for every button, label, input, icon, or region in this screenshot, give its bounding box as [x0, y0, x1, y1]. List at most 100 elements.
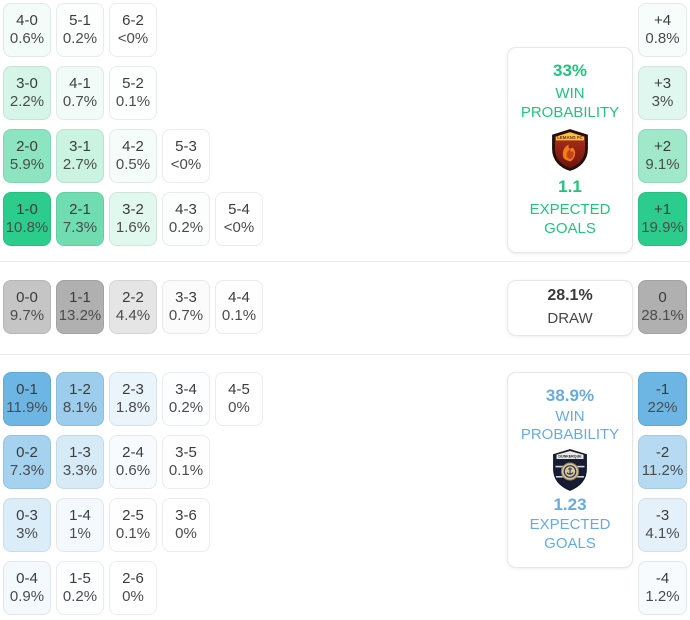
score-label: 4-2: [122, 137, 144, 155]
probability-label: 4.4%: [115, 307, 151, 324]
score-cell: 0-0 9.7%: [3, 280, 51, 334]
score-row: 0-3 3% 1-4 1% 2-5 0.1% 3-6 0%: [3, 498, 263, 552]
away-win-probability-value: 38.9%: [545, 386, 595, 405]
score-label: 1-1: [69, 288, 91, 306]
probability-label: 0.6%: [9, 30, 45, 47]
score-label: 1-0: [16, 200, 38, 218]
away-team-logo: DUNKERQUE: [551, 449, 589, 491]
score-cell: 1-4 1%: [56, 498, 104, 552]
score-cell: 5-3 <0%: [162, 129, 210, 183]
score-cell: +4 0.8%: [638, 3, 687, 57]
probability-label: 19.9%: [641, 219, 684, 236]
score-label: 5-1: [69, 11, 91, 29]
score-label: 4-3: [175, 200, 197, 218]
section-divider: [0, 354, 690, 355]
away-expected-goals-value: 1.23: [553, 494, 587, 514]
score-cell: 3-1 2.7%: [56, 129, 104, 183]
probability-label: 1.2%: [645, 588, 680, 605]
score-label: 3-4: [175, 380, 197, 398]
score-label: 2-4: [122, 443, 144, 461]
score-label: -1: [655, 380, 670, 398]
probability-label: 11.9%: [6, 399, 48, 416]
probability-label: 4.1%: [645, 525, 680, 542]
away-goal-margin-column: -1 22% -2 11.2% -3 4.1% -4 1.2%: [638, 372, 687, 615]
score-label: 4-1: [69, 74, 91, 92]
score-cell: 2-5 0.1%: [109, 498, 157, 552]
score-label: 4-5: [228, 380, 250, 398]
score-label: +2: [653, 137, 672, 155]
score-cell: -1 22%: [638, 372, 687, 426]
score-cell: 6-2 <0%: [109, 3, 157, 57]
score-cell: 4-1 0.7%: [56, 66, 104, 120]
probability-label: 2.7%: [62, 156, 98, 173]
score-row: 0-1 11.9% 1-2 8.1% 2-3 1.8% 3-4 0.2% 4-5 0%: [3, 372, 263, 426]
probability-label: <0%: [170, 156, 202, 173]
score-cell: 3-2 1.6%: [109, 192, 157, 246]
draw-goal-margin-column: 0 28.1%: [638, 280, 687, 334]
score-cell: 0-4 0.9%: [3, 561, 51, 615]
score-cell: 1-1 13.2%: [56, 280, 104, 334]
score-label: 3-5: [175, 443, 197, 461]
probability-label: 0%: [122, 588, 144, 605]
score-label: 5-2: [122, 74, 144, 92]
score-cell: 4-4 0.1%: [215, 280, 263, 334]
score-label: 0-0: [16, 288, 38, 306]
score-label: 2-1: [69, 200, 91, 218]
probability-label: 0.9%: [9, 588, 45, 605]
score-label: 3-3: [175, 288, 197, 306]
score-label: 2-6: [122, 569, 144, 587]
score-row: 4-0 0.6% 5-1 0.2% 6-2 <0%: [3, 3, 263, 57]
probability-label: 7.3%: [9, 462, 45, 479]
score-label: 0-4: [16, 569, 38, 587]
probability-label: 0%: [175, 525, 197, 542]
score-label: 2-2: [122, 288, 144, 306]
score-cell: 2-4 0.6%: [109, 435, 157, 489]
score-cell: 1-5 0.2%: [56, 561, 104, 615]
probability-label: 0.5%: [115, 156, 151, 173]
probability-label: 9.1%: [645, 156, 680, 173]
away-win-panel: 38.9% WIN PROBABILITY DUNKERQUE 1.23 EXP…: [507, 372, 633, 568]
score-label: 0-3: [16, 506, 38, 524]
home-win-panel: 33% WIN PROBABILITY LEMANS FC 1.1 EXPECT…: [507, 47, 633, 253]
score-cell: 3-4 0.2%: [162, 372, 210, 426]
score-cell: +3 3%: [638, 66, 687, 120]
probability-label: 0.1%: [115, 93, 151, 110]
score-label: +1: [653, 200, 672, 218]
score-cell: 0-1 11.9%: [3, 372, 51, 426]
probability-label: 22%: [647, 399, 678, 416]
probability-label: 0.6%: [115, 462, 151, 479]
home-win-score-grid: 4-0 0.6% 5-1 0.2% 6-2 <0% 3-0 2.2% 4-1 0.7% 5-2 0.1…: [3, 3, 263, 246]
probability-label: 3%: [651, 93, 674, 110]
probability-label: 8.1%: [62, 399, 98, 416]
score-label: +4: [653, 11, 672, 29]
score-cell: 3-5 0.1%: [162, 435, 210, 489]
score-label: -3: [655, 506, 670, 524]
probability-label: 0.1%: [221, 307, 257, 324]
score-row: 2-0 5.9% 3-1 2.7% 4-2 0.5% 5-3 <0%: [3, 129, 263, 183]
score-cell: 4-5 0%: [215, 372, 263, 426]
score-row: 1-0 10.8% 2-1 7.3% 3-2 1.6% 4-3 0.2% 5-4 <0%: [3, 192, 263, 246]
score-cell: -2 11.2%: [638, 435, 687, 489]
home-team-logo: LEMANS FC: [550, 129, 590, 171]
score-cell: 2-3 1.8%: [109, 372, 157, 426]
home-win-probability-label: WIN PROBABILITY: [520, 85, 620, 121]
probability-label: 1%: [69, 525, 91, 542]
score-label: 0-1: [16, 380, 38, 398]
score-cell: 3-0 2.2%: [3, 66, 51, 120]
score-label: -2: [655, 443, 670, 461]
score-cell: 4-3 0.2%: [162, 192, 210, 246]
score-row: 0-2 7.3% 1-3 3.3% 2-4 0.6% 3-5 0.1%: [3, 435, 263, 489]
probability-label: 0.2%: [62, 588, 98, 605]
score-cell: -3 4.1%: [638, 498, 687, 552]
score-cell: 0-2 7.3%: [3, 435, 51, 489]
score-cell: 1-2 8.1%: [56, 372, 104, 426]
probability-label: 0.7%: [62, 93, 98, 110]
score-cell: 5-4 <0%: [215, 192, 263, 246]
probability-label: 0.1%: [168, 462, 204, 479]
score-label: 3-6: [175, 506, 197, 524]
score-label: 5-4: [228, 200, 250, 218]
draw-probability-value: 28.1%: [547, 287, 593, 305]
probability-label: 1.8%: [115, 399, 151, 416]
probability-label: 3%: [16, 525, 38, 542]
score-label: 4-0: [16, 11, 38, 29]
